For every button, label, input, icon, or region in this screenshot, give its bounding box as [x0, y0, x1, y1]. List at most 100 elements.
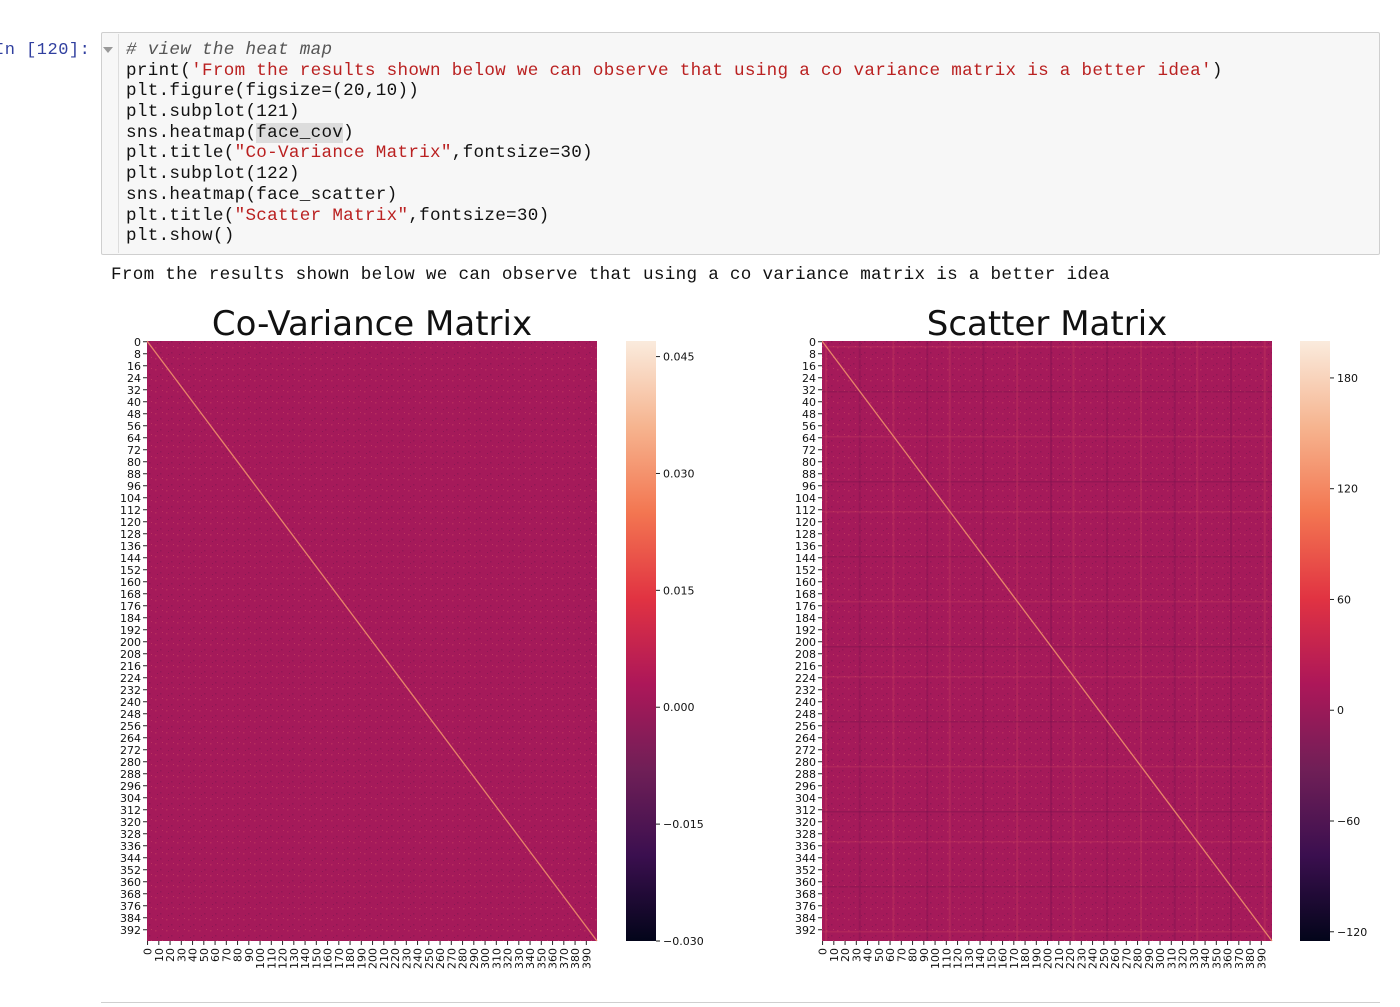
y-tick-label: 232: [120, 684, 141, 697]
y-tick-label: 112: [795, 504, 816, 517]
y-tick-label: 96: [802, 480, 816, 493]
y-tick-label: 392: [120, 924, 141, 937]
x-tick-label: 350: [1210, 948, 1223, 969]
x-tick-label: 330: [1188, 948, 1201, 969]
heatmap-band: [822, 511, 1272, 513]
heatmap-band: [1072, 341, 1075, 941]
y-tick-label: 152: [795, 564, 816, 577]
colorbar-tick-label: −0.030: [663, 935, 704, 948]
y-tick-label: 352: [120, 864, 141, 877]
y-tick-label: 16: [802, 360, 816, 373]
y-tick-label: 184: [120, 612, 141, 625]
y-tick-label: 200: [795, 636, 816, 649]
y-tick-label: 160: [795, 576, 816, 589]
y-tick-label: 120: [795, 516, 816, 529]
x-tick-label: 0: [142, 948, 155, 955]
code-line: plt.title("Scatter Matrix",fontsize=30): [126, 206, 1223, 227]
heatmap-band: [822, 346, 1272, 348]
colorbar-tick-label: −120: [1337, 926, 1367, 939]
y-tick-label: 240: [795, 696, 816, 709]
y-tick-label: 64: [127, 432, 141, 445]
y-tick-label: 40: [802, 396, 816, 409]
x-tick-label: 300: [1154, 948, 1167, 969]
code-token: "Scatter Matrix": [234, 205, 409, 226]
y-tick-label: 208: [795, 648, 816, 661]
x-tick-label: 230: [1075, 948, 1088, 969]
code-token: plt.title(: [126, 205, 235, 226]
code-token: ,fontsize=30): [408, 205, 550, 226]
x-tick-label: 60: [209, 948, 222, 962]
y-tick-label: 280: [120, 756, 141, 769]
code-editor[interactable]: # view the heat map print('From the resul…: [126, 40, 1223, 247]
y-tick-label: 328: [120, 828, 141, 841]
y-tick-label: 200: [120, 636, 141, 649]
x-tick-label: 270: [1120, 948, 1133, 969]
code-token: ,fontsize=30): [451, 143, 593, 164]
x-tick-label: 390: [580, 948, 593, 969]
colorbar-tick-label: 0: [1337, 704, 1344, 717]
heatmap-band: [822, 481, 1272, 483]
code-token: "Co-Variance Matrix": [234, 143, 452, 164]
heatmap-band: [822, 931, 1272, 933]
y-tick-label: 176: [120, 600, 141, 613]
y-tick-label: 320: [120, 816, 141, 829]
colorbar: [1300, 341, 1330, 941]
code-token: plt.figure(figsize=(20,10)): [126, 81, 420, 102]
y-tick-label: 24: [802, 372, 816, 385]
chart-title: Co-Variance Matrix: [212, 304, 532, 344]
x-tick-label: 380: [1244, 948, 1257, 969]
x-tick-label: 170: [333, 948, 346, 969]
y-tick-label: 56: [802, 420, 816, 433]
heatmap-diagonal: [821, 340, 1273, 942]
y-tick-label: 24: [127, 372, 141, 385]
y-tick-label: 136: [795, 540, 816, 553]
heatmap-band: [1106, 341, 1109, 941]
x-tick-label: 220: [1064, 948, 1077, 969]
colorbar-tick-label: 120: [1337, 483, 1358, 496]
y-tick-label: 288: [795, 768, 816, 781]
code-line: sns.heatmap(face_scatter): [126, 185, 1223, 206]
y-tick-label: 160: [120, 576, 141, 589]
code-line: sns.heatmap(face_cov): [126, 122, 1223, 144]
heatmap-band: [858, 341, 861, 941]
code-line: print('From the results shown below we c…: [126, 61, 1223, 82]
x-tick-label: 190: [355, 948, 368, 969]
y-tick-label: 144: [795, 552, 816, 565]
code-token: # view the heat map: [126, 40, 333, 60]
y-tick-label: 168: [120, 588, 141, 601]
heatmap-figure: Co-Variance Matrix0816243240485664728088…: [120, 304, 1367, 969]
heatmap-band: [822, 556, 1272, 558]
heatmap-band: [892, 341, 895, 941]
heatmap-band: [822, 646, 1272, 648]
heatmap-band: [822, 841, 1272, 843]
heatmap-band: [822, 766, 1272, 768]
y-tick-label: 168: [795, 588, 816, 601]
x-tick-label: 40: [862, 948, 875, 962]
code-token: plt.show(): [126, 226, 235, 247]
x-tick-label: 210: [1053, 948, 1066, 969]
y-tick-label: 152: [120, 564, 141, 577]
y-tick-label: 232: [795, 684, 816, 697]
y-tick-label: 48: [802, 408, 816, 421]
code-token: print(: [126, 60, 192, 81]
x-tick-label: 380: [569, 948, 582, 969]
x-tick-label: 70: [895, 948, 908, 962]
collapse-arrow-icon[interactable]: [103, 47, 113, 53]
y-tick-label: 264: [120, 732, 141, 745]
x-tick-label: 200: [1042, 948, 1055, 969]
x-tick-label: 140: [299, 948, 312, 969]
code-line: # view the heat map: [126, 40, 1223, 61]
x-tick-label: 80: [907, 948, 920, 962]
code-token: plt.subplot(121): [126, 102, 300, 123]
x-tick-label: 390: [1255, 948, 1268, 969]
y-tick-label: 288: [120, 768, 141, 781]
y-tick-label: 144: [120, 552, 141, 565]
x-tick-label: 50: [198, 948, 211, 962]
y-tick-label: 312: [120, 804, 141, 817]
code-cell[interactable]: [101, 32, 1380, 255]
x-tick-label: 90: [243, 948, 256, 962]
y-tick-label: 216: [120, 660, 141, 673]
code-token: plt.title(: [126, 143, 235, 164]
code-token: 'From the results shown below we can obs…: [191, 60, 1212, 81]
x-tick-label: 230: [400, 948, 413, 969]
